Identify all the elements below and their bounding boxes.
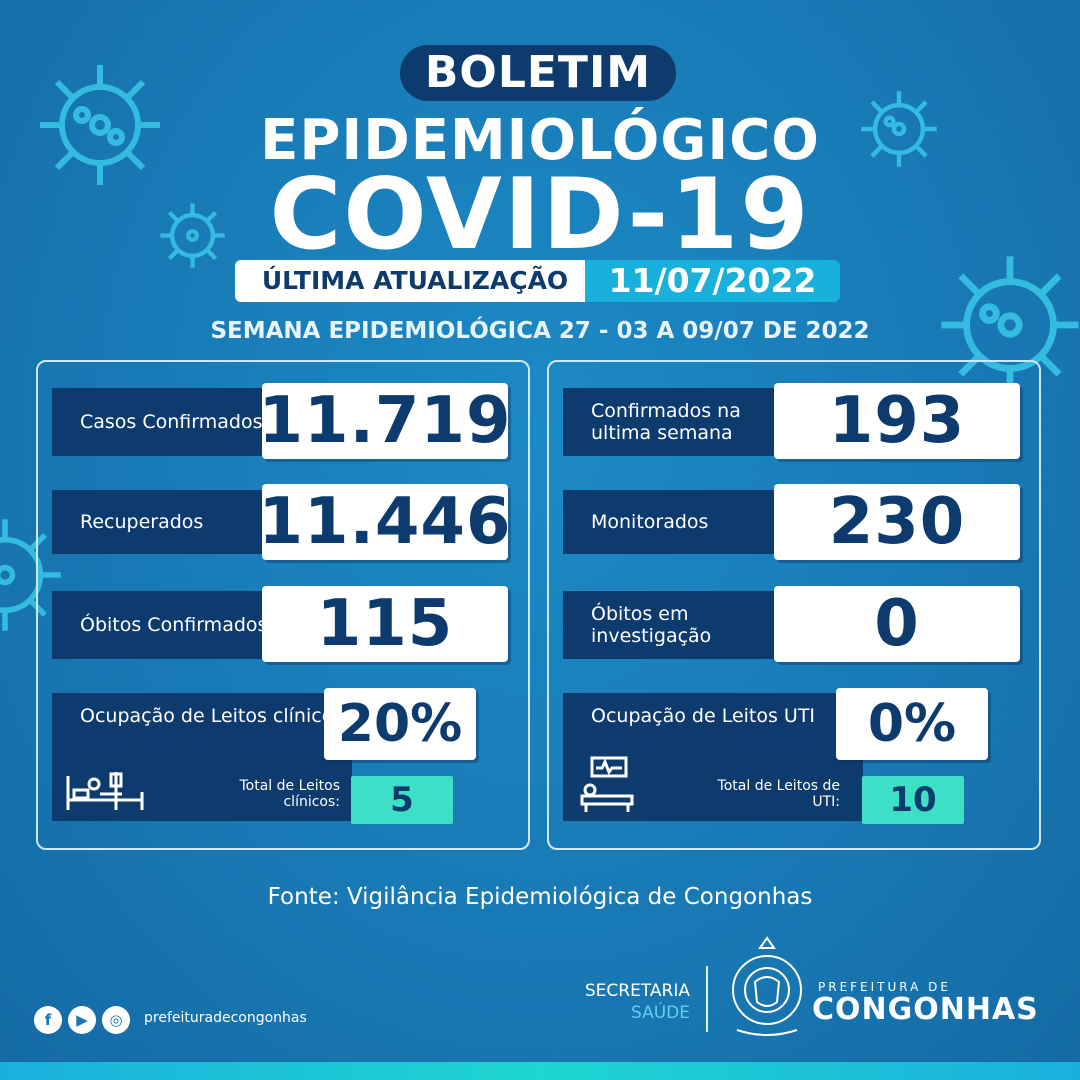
update-label: ÚLTIMA ATUALIZAÇÃO <box>235 260 595 302</box>
footer-divider <box>706 966 708 1032</box>
recuperados-value: 11.446 <box>258 484 512 560</box>
facebook-icon[interactable]: f <box>34 1006 62 1034</box>
left-panel <box>36 360 530 850</box>
confirmados-semana-value: 193 <box>774 383 1020 459</box>
coat-of-arms-icon <box>732 936 802 1036</box>
obitos-label: Óbitos Confirmados <box>52 591 292 659</box>
instagram-icon[interactable]: ◎ <box>102 1006 130 1034</box>
youtube-icon[interactable]: ▶ <box>68 1006 96 1034</box>
saude-text: SAÚDE <box>630 1003 690 1023</box>
monitorados-value: 230 <box>774 484 1020 560</box>
fonte-text: Fonte: Vigilância Epidemiológica de Cong… <box>267 884 813 910</box>
total-uti-value: 10 <box>862 776 964 824</box>
recuperados-label: Recuperados <box>52 490 292 554</box>
obitos-investigacao-label: Óbitos em investigação <box>563 591 803 659</box>
boletim-title: BOLETIM <box>400 45 676 101</box>
obitos-value: 115 <box>262 586 508 662</box>
bottom-bar <box>0 1062 1080 1080</box>
uti-bed-icon <box>580 756 634 812</box>
update-date: 11/07/2022 <box>585 260 840 302</box>
epidemiologico-title: EPIDEMIOLÓGICO <box>260 108 820 173</box>
confirmados-semana-label: Confirmados na ultima semana <box>563 388 803 456</box>
total-leitos-label: Total de Leitos clínicos: <box>239 778 340 810</box>
virus-icon <box>160 203 225 268</box>
total-uti-label: Total de Leitos de UTI: <box>717 778 840 810</box>
leitos-uti-value: 0% <box>836 688 988 760</box>
virus-icon <box>861 91 937 167</box>
congonhas-text: CONGONHAS <box>812 992 1039 1027</box>
casos-value: 11.719 <box>258 383 512 459</box>
prefeitura-text: PREFEITURA DE <box>818 980 951 994</box>
secretaria-logo: SECRETARIA SAÚDE <box>540 980 690 1024</box>
hospital-bed-icon <box>66 772 144 810</box>
obitos-investigacao-value: 0 <box>774 586 1020 662</box>
semana-epidemiologica: SEMANA EPIDEMIOLÓGICA 27 - 03 A 09/07 DE… <box>210 318 870 344</box>
leitos-label: Ocupação de Leitos clínicos <box>52 693 352 821</box>
social-handle[interactable]: prefeituradecongonhas <box>144 1010 307 1026</box>
covid-title: COVID-19 <box>269 158 811 272</box>
right-panel <box>547 360 1041 850</box>
leitos-value: 20% <box>324 688 476 760</box>
total-leitos-value: 5 <box>351 776 453 824</box>
virus-icon <box>40 65 160 185</box>
monitorados-label: Monitorados <box>563 490 803 554</box>
casos-label: Casos Confirmados <box>52 388 292 456</box>
secretaria-text: SECRETARIA <box>584 981 690 1001</box>
virus-icon <box>941 256 1079 394</box>
